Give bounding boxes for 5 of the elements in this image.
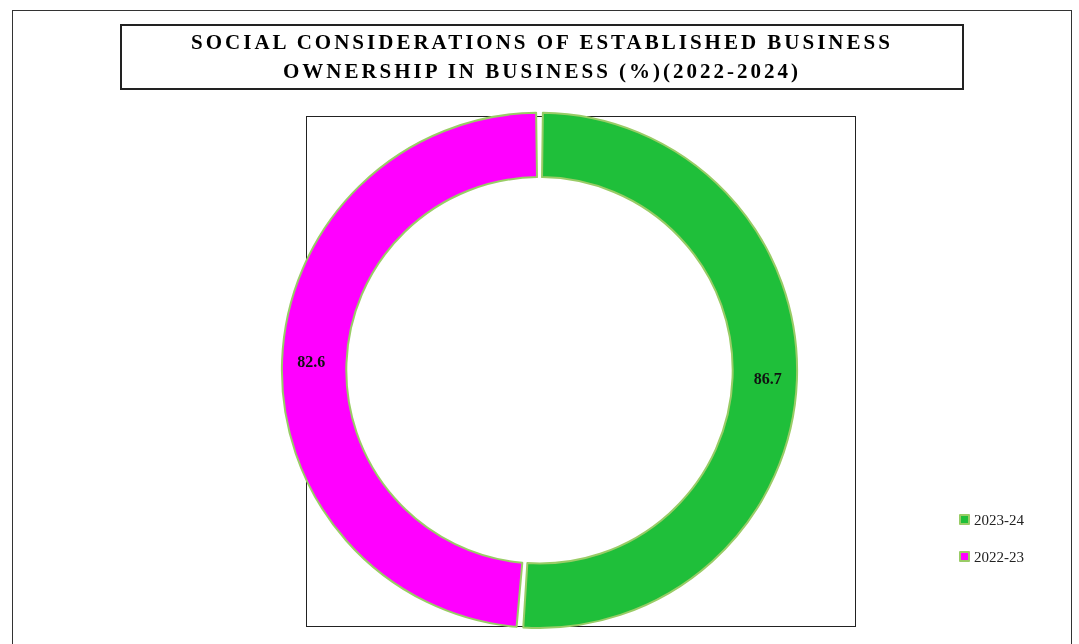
legend-label: 2022-23 xyxy=(974,548,1024,565)
chart-title: SOCIAL CONSIDERATIONS OF ESTABLISHED BUSINESS OWNERSHIP IN BUSINESS (%)(2022-2024) xyxy=(120,24,964,90)
legend-label: 2023-24 xyxy=(974,511,1025,528)
data-label: 82.6 xyxy=(297,353,326,371)
data-label: 86.7 xyxy=(753,370,782,388)
